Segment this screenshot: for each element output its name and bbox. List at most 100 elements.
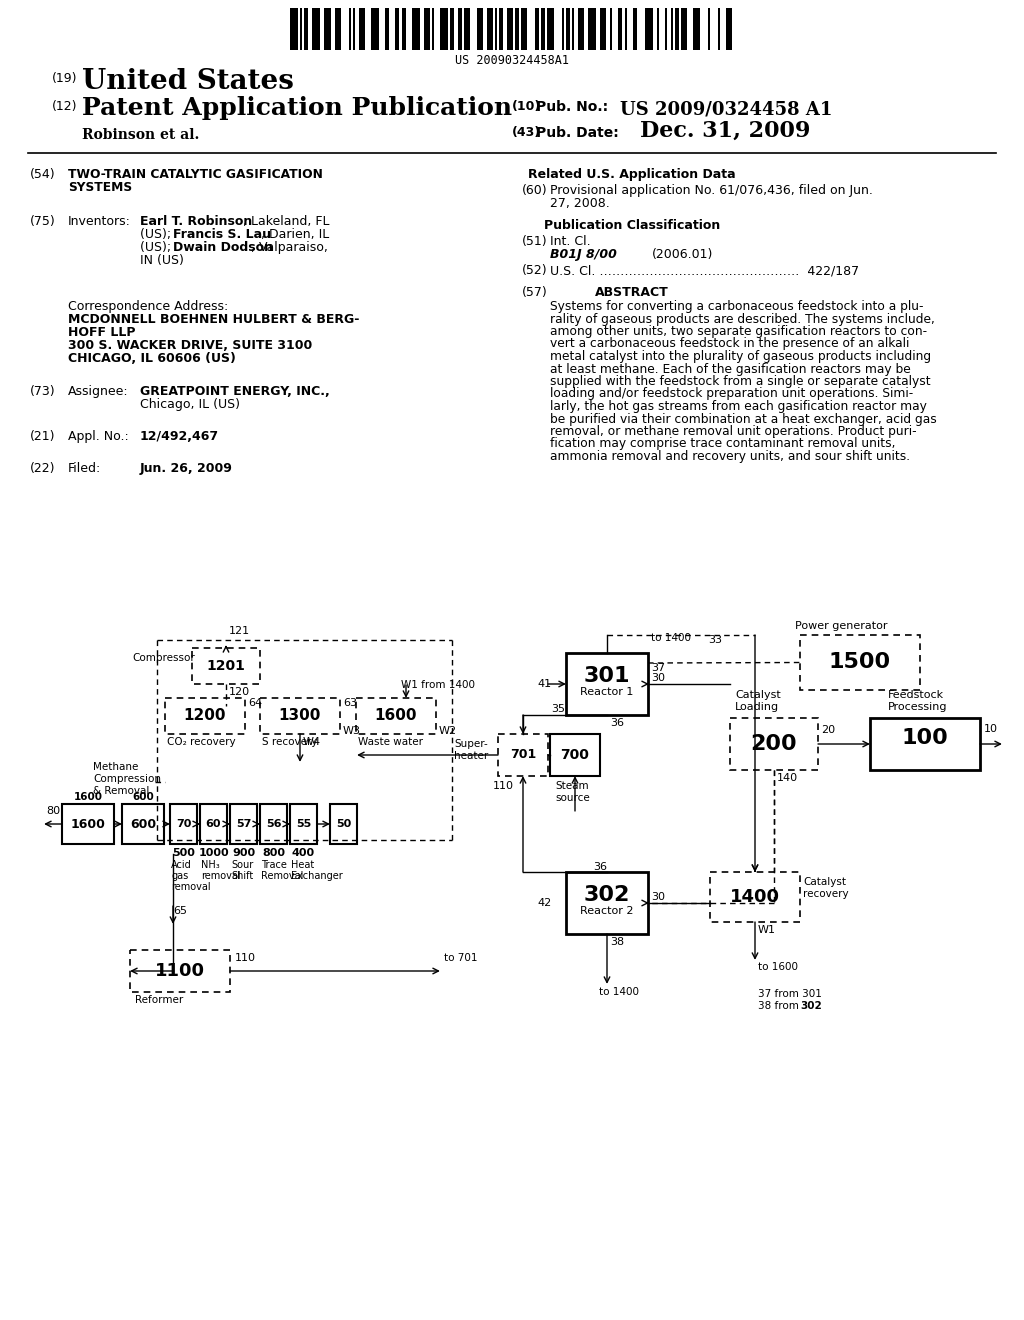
Text: , Darien, IL: , Darien, IL [261,228,330,242]
Text: 120: 120 [229,686,250,697]
Text: 12/492,467: 12/492,467 [140,430,219,444]
Bar [578,8,584,50]
Text: Publication Classification: Publication Classification [544,219,720,232]
Text: recovery: recovery [803,888,849,899]
Bar [353,8,355,50]
Bar [618,8,623,50]
Bar [424,8,430,50]
Bar [325,8,331,50]
Bar [62,804,114,843]
Text: (US);: (US); [140,242,175,253]
Bar [260,804,287,843]
Text: 60: 60 [206,818,221,829]
Text: 64: 64 [248,698,262,708]
Text: 1201: 1201 [207,659,246,673]
Text: vert a carbonaceous feedstock in the presence of an alkali: vert a carbonaceous feedstock in the pre… [550,338,909,351]
Text: Reactor 2: Reactor 2 [581,906,634,916]
Text: 63: 63 [343,698,357,708]
Text: Pub. No.:: Pub. No.: [536,100,608,114]
Bar [459,8,462,50]
Text: , Valparaiso,: , Valparaiso, [251,242,328,253]
Text: 1200: 1200 [183,709,226,723]
Bar [550,734,600,776]
Text: Catalyst: Catalyst [803,876,846,887]
Bar [566,873,648,935]
Text: Feedstock: Feedstock [888,690,944,700]
Text: 701: 701 [510,748,537,762]
Text: Loading: Loading [735,702,779,711]
Text: (57): (57) [522,286,548,300]
Text: loading and/or feedstock preparation unit operations. Simi-: loading and/or feedstock preparation uni… [550,388,913,400]
Bar [486,8,493,50]
Text: 1600: 1600 [71,817,105,830]
Text: (12): (12) [52,100,78,114]
Text: 37: 37 [651,663,666,673]
Text: 35: 35 [551,704,565,714]
Text: to 701: to 701 [444,953,477,964]
Text: 300 S. WACKER DRIVE, SUITE 3100: 300 S. WACKER DRIVE, SUITE 3100 [68,339,312,352]
Bar [675,8,679,50]
Text: Inventors:: Inventors: [68,215,131,228]
Text: CO₂ recovery: CO₂ recovery [167,737,236,747]
Text: Steam: Steam [555,781,589,791]
Bar [440,8,449,50]
Text: (60): (60) [522,183,548,197]
Text: (10): (10) [512,100,542,114]
Bar [335,8,341,50]
Text: SYSTEMS: SYSTEMS [68,181,132,194]
Text: United States: United States [82,69,294,95]
Text: Reformer: Reformer [135,995,183,1005]
Text: 1300: 1300 [279,709,322,723]
Bar [710,873,800,921]
Text: (51): (51) [522,235,548,248]
Bar [122,804,164,843]
Text: (43): (43) [512,125,541,139]
Text: Related U.S. Application Data: Related U.S. Application Data [528,168,736,181]
Bar [671,8,673,50]
Text: Catalyst: Catalyst [735,690,780,700]
Text: 200: 200 [751,734,798,754]
Text: Processing: Processing [888,702,947,711]
Text: Robinson et al.: Robinson et al. [82,128,200,143]
Text: (75): (75) [30,215,55,228]
Text: (21): (21) [30,430,55,444]
Text: Pub. Date:: Pub. Date: [536,125,618,140]
Text: US 20090324458A1: US 20090324458A1 [455,54,569,67]
Text: heater: heater [454,751,488,762]
Text: 700: 700 [560,748,590,762]
Bar [708,8,710,50]
Bar [499,8,503,50]
Text: Shift: Shift [231,871,253,880]
Bar [548,8,554,50]
Bar [312,8,321,50]
Bar [395,8,399,50]
Text: TWO-TRAIN CATALYTIC GASIFICATION: TWO-TRAIN CATALYTIC GASIFICATION [68,168,323,181]
Text: 42: 42 [538,898,552,908]
Bar [385,8,389,50]
Text: 900: 900 [232,847,255,858]
Bar [718,8,720,50]
Text: 1400: 1400 [730,888,780,906]
Bar [290,804,317,843]
Text: Provisional application No. 61/076,436, filed on Jun.: Provisional application No. 61/076,436, … [550,183,872,197]
Text: larly, the hot gas streams from each gasification reactor may: larly, the hot gas streams from each gas… [550,400,927,413]
Text: rality of gaseous products are described. The systems include,: rality of gaseous products are described… [550,313,935,326]
Text: GREATPOINT ENERGY, INC.,: GREATPOINT ENERGY, INC., [140,385,330,399]
Text: Dec. 31, 2009: Dec. 31, 2009 [640,120,810,143]
Text: at least methane. Each of the gasification reactors may be: at least methane. Each of the gasificati… [550,363,910,375]
Bar [681,8,687,50]
Text: Exchanger: Exchanger [291,871,343,880]
Text: 20: 20 [821,725,836,735]
Bar [566,653,648,715]
Text: (US);: (US); [140,228,175,242]
Bar [359,8,365,50]
Text: to 1600: to 1600 [758,962,798,972]
Text: Patent Application Publication: Patent Application Publication [82,96,512,120]
Text: 36: 36 [593,862,607,873]
Text: 57: 57 [236,818,251,829]
Bar [870,718,980,770]
Text: 800: 800 [262,847,285,858]
Text: removal: removal [171,882,211,892]
Text: Appl. No.:: Appl. No.: [68,430,129,444]
Text: source: source [555,793,590,803]
